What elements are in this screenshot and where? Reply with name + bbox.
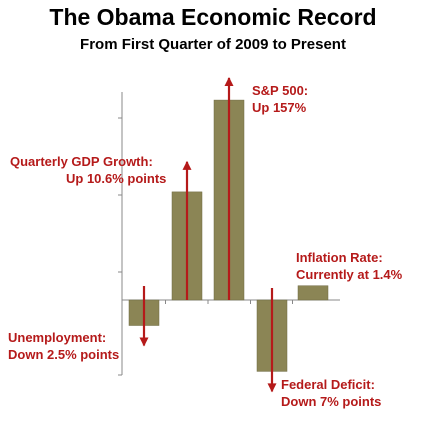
arrow-head-federal-deficit [267, 383, 277, 393]
annotation-inflation-rate-line2: Currently at 1.4% [296, 267, 403, 282]
arrow-head-sp500 [224, 77, 234, 86]
annotation-unemployment-line2: Down 2.5% points [8, 347, 119, 362]
arrow-head-unemployment [139, 337, 149, 347]
annotation-gdp-growth-line1: Quarterly GDP Growth: [10, 154, 153, 169]
annotation-unemployment-line1: Unemployment: [8, 330, 106, 345]
arrow-layer [139, 77, 277, 393]
annotation-sp500-line1: S&P 500: [252, 83, 308, 98]
chart-subtitle: From First Quarter of 2009 to Present [80, 36, 346, 53]
annotation-federal-deficit-line2: Down 7% points [281, 394, 381, 409]
annotation-sp500-line2: Up 157% [252, 100, 307, 115]
arrow-head-gdp-growth [182, 160, 192, 170]
annotation-gdp-growth-line2: Up 10.6% points [66, 171, 166, 186]
bar-inflation-rate [297, 285, 329, 301]
annotation-inflation-rate-line1: Inflation Rate: [296, 250, 383, 265]
chart-title: The Obama Economic Record [49, 4, 377, 30]
annotation-federal-deficit-line1: Federal Deficit: [281, 377, 375, 392]
label-layer: Unemployment: Down 2.5% points Quarterly G… [8, 83, 403, 409]
